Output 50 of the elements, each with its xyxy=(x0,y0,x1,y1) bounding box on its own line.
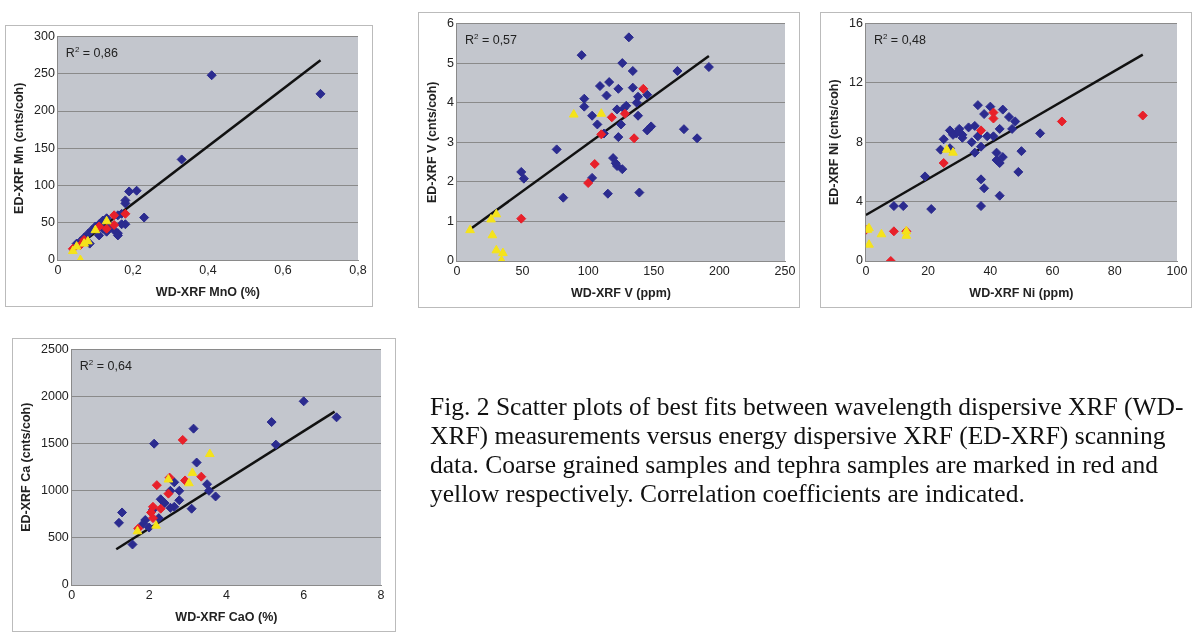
x-tick-label: 100 xyxy=(577,263,599,278)
y-tick-label: 250 xyxy=(34,66,55,81)
y-tick-label: 2 xyxy=(447,174,454,189)
y-axis-title: ED-XRF Ca (cnts/coh) xyxy=(18,402,33,532)
y-tick-label: 500 xyxy=(47,530,69,545)
x-tick-label: 0,4 xyxy=(199,262,217,277)
y-tick-label: 150 xyxy=(34,140,55,155)
caption: Fig. 2 Scatter plots of best fits between wavelength dispersive XRF (WD-XRF) measurements versus energy dispersive XRF (ED-XRF) scanning data. Coarse grained samples and tephra samples are marked in red and yellow respectively. Correlation coefficients are indicated. xyxy=(430,392,1185,508)
y-tick-label: 12 xyxy=(849,75,863,90)
x-tick-label: 150 xyxy=(643,263,665,278)
y-tick-label: 8 xyxy=(855,134,863,149)
x-tick-label: 4 xyxy=(222,587,230,602)
x-tick-label: 100 xyxy=(1166,263,1188,278)
y-tick-label: 0 xyxy=(47,252,55,267)
y-tick-label: 0 xyxy=(61,577,69,592)
x-tick-label: 60 xyxy=(1045,263,1060,278)
x-tick-label: 0,6 xyxy=(274,262,292,277)
x-tick-label: 80 xyxy=(1107,263,1122,278)
y-tick-label: 16 xyxy=(849,15,863,30)
x-tick-label: 2 xyxy=(145,587,153,602)
x-tick-label: 8 xyxy=(377,587,385,602)
x-tick-label: 250 xyxy=(774,263,796,278)
x-tick-label: 50 xyxy=(515,263,530,278)
y-tick-label: 100 xyxy=(34,177,55,192)
y-tick-label: 300 xyxy=(34,28,55,43)
y-tick-label: 1500 xyxy=(41,436,69,451)
x-axis-title: WD-XRF V (ppm) xyxy=(570,285,671,300)
x-axis-title: WD-XRF MnO (%) xyxy=(155,284,261,299)
y-tick-label: 2500 xyxy=(41,341,69,356)
x-axis-title: WD-XRF CaO (%) xyxy=(175,609,278,624)
x-tick-label: 0,8 xyxy=(349,262,367,277)
y-tick-label: 5 xyxy=(447,55,454,70)
x-tick-label: 0,2 xyxy=(124,262,142,277)
x-tick-label: 20 xyxy=(921,263,936,278)
x-tick-label: 40 xyxy=(983,263,998,278)
y-axis-title: ED-XRF V (cnts/coh) xyxy=(424,81,439,204)
y-tick-label: 50 xyxy=(40,215,55,230)
y-tick-label: 4 xyxy=(447,95,454,110)
y-tick-label: 4 xyxy=(855,194,863,209)
y-tick-label: 3 xyxy=(447,134,454,149)
x-tick-label: 6 xyxy=(300,587,308,602)
y-tick-label: 2000 xyxy=(41,389,69,404)
y-tick-label: 200 xyxy=(34,103,55,118)
y-axis-title: ED-XRF Ni (cnts/coh) xyxy=(826,79,841,206)
y-tick-label: 6 xyxy=(447,15,454,30)
y-tick-label: 1 xyxy=(447,213,454,228)
y-tick-label: 1000 xyxy=(41,483,69,498)
y-axis-title: ED-XRF Mn (cnts/coh) xyxy=(11,82,26,214)
x-axis-title: WD-XRF Ni (ppm) xyxy=(969,285,1074,300)
x-tick-label: 200 xyxy=(708,263,730,278)
